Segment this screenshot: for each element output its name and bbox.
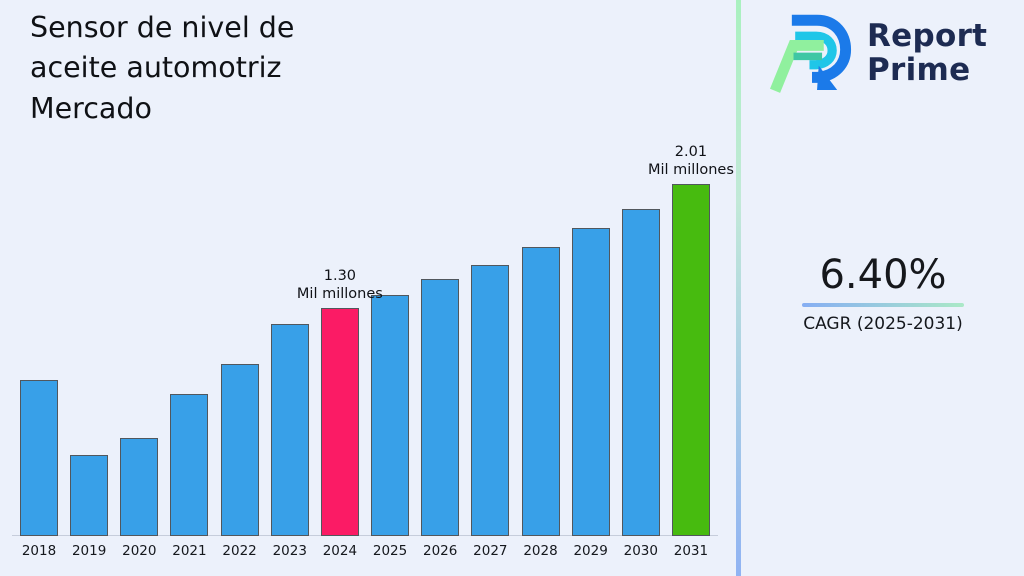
bar-2019: [70, 455, 109, 536]
logo-wordmark: Report Prime: [867, 19, 987, 87]
bar-2018: [20, 380, 58, 536]
bar-2026: [421, 279, 460, 536]
x-tick-2023: 2023: [272, 543, 307, 559]
x-tick-2031: 2031: [673, 543, 709, 559]
cagr-block: 6.40% CAGR (2025-2031): [802, 252, 964, 334]
x-tick-2021: 2021: [172, 543, 207, 559]
x-tick-2029: 2029: [573, 543, 608, 559]
x-tick-2025: 2025: [372, 543, 408, 559]
bar-2028: [521, 247, 560, 536]
x-tick-2026: 2026: [423, 543, 458, 559]
x-tick-2024: 2024: [322, 543, 358, 559]
bar-annotation-2031: 2.01 Mil millones: [647, 144, 734, 178]
logo-text-prime: Prime: [867, 52, 971, 88]
bar-chart: 2018 2019 2020 2021 2022 2023 2024 2025 2026 2027…: [12, 144, 734, 559]
cagr-value: 6.40%: [819, 252, 947, 298]
x-axis-line: [12, 535, 718, 536]
x-tick-2020: 2020: [122, 543, 157, 559]
x-tick-2030: 2030: [623, 543, 658, 559]
bar-annotation-2024: 1.30 Mil millones: [296, 268, 383, 302]
bar-2030: [621, 209, 660, 536]
page-title: Sensor de nivel de aceite automotriz Mer…: [30, 11, 295, 125]
bar-2023: [270, 324, 309, 536]
brand-logo: Report Prime: [770, 13, 987, 93]
bar-2029: [571, 228, 610, 536]
vertical-divider: [736, 0, 741, 576]
x-tick-2028: 2028: [523, 543, 558, 559]
logo-text-report: Report: [867, 17, 988, 54]
x-tick-2019: 2019: [71, 543, 107, 559]
bar-2022: [220, 364, 259, 536]
bar-2024: [320, 308, 359, 536]
x-tick-2022: 2022: [222, 543, 257, 559]
x-tick-2027: 2027: [473, 543, 508, 559]
bar-2027: [471, 265, 510, 536]
report-prime-logo-icon: [770, 14, 852, 93]
cagr-underline: [802, 303, 964, 307]
bar-2031: [671, 184, 710, 536]
bar-2020: [120, 438, 159, 536]
bar-2025: [371, 295, 410, 536]
bar-2021: [170, 394, 209, 536]
cagr-label: CAGR (2025-2031): [803, 314, 963, 334]
x-tick-2018: 2018: [21, 543, 57, 559]
